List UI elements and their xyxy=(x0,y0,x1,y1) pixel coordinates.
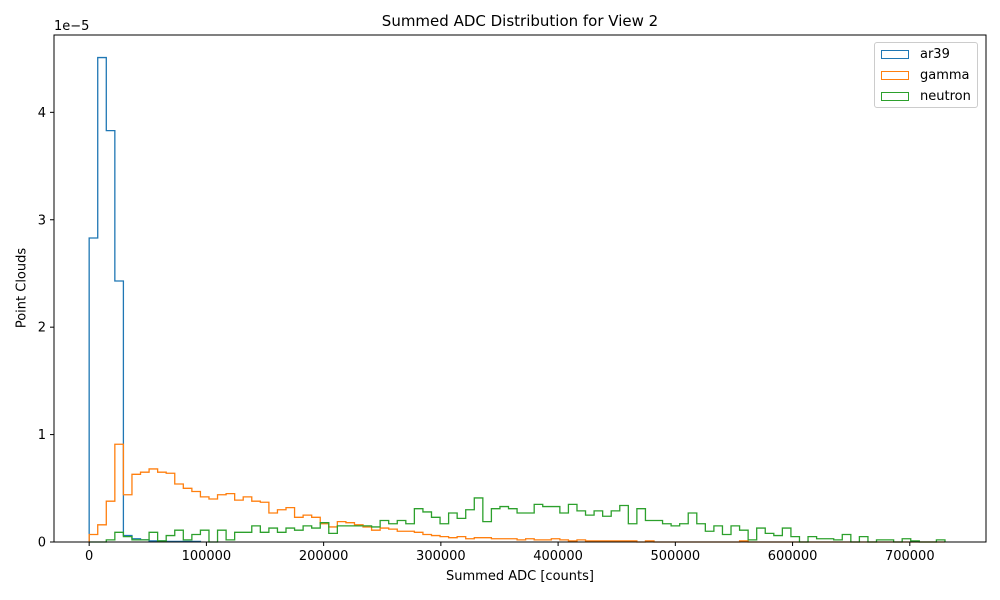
legend-swatch-gamma xyxy=(881,70,909,80)
legend-item-ar39: ar39 xyxy=(881,45,950,63)
x-tick-label: 0 xyxy=(85,549,93,564)
y-tick-label: 0 xyxy=(38,536,46,551)
y-tick-label: 2 xyxy=(38,321,46,336)
legend-item-neutron: neutron xyxy=(881,87,971,105)
chart-title: Summed ADC Distribution for View 2 xyxy=(381,12,659,30)
x-axis-label: Summed ADC [counts] xyxy=(446,569,594,584)
series-ar39-step xyxy=(88,56,202,543)
legend-label-neutron: neutron xyxy=(920,88,971,104)
x-tick-label: 600000 xyxy=(768,549,818,564)
legend-label-gamma: gamma xyxy=(920,67,970,83)
x-tick-label: 200000 xyxy=(299,549,349,564)
legend-swatch-neutron xyxy=(881,91,909,101)
y-tick-label: 3 xyxy=(38,213,46,228)
x-tick-label: 300000 xyxy=(416,549,466,564)
plot-frame xyxy=(53,34,987,543)
series-neutron-step xyxy=(89,497,946,543)
x-tick-label: 700000 xyxy=(885,549,935,564)
x-tick-label: 400000 xyxy=(533,549,583,564)
y-tick-label: 4 xyxy=(38,106,46,121)
legend-swatch-ar39 xyxy=(881,49,909,59)
x-tick-label: 500000 xyxy=(651,549,701,564)
legend: ar39 gamma neutron xyxy=(874,42,978,108)
y-axis-label: Point Clouds xyxy=(14,247,30,329)
legend-item-gamma: gamma xyxy=(881,66,970,84)
y-tick-label: 1 xyxy=(38,428,46,443)
series-gamma-step xyxy=(88,443,945,543)
x-tick-label: 100000 xyxy=(182,549,232,564)
y-axis-offset-label: 1e−5 xyxy=(54,19,90,34)
legend-label-ar39: ar39 xyxy=(920,46,950,62)
